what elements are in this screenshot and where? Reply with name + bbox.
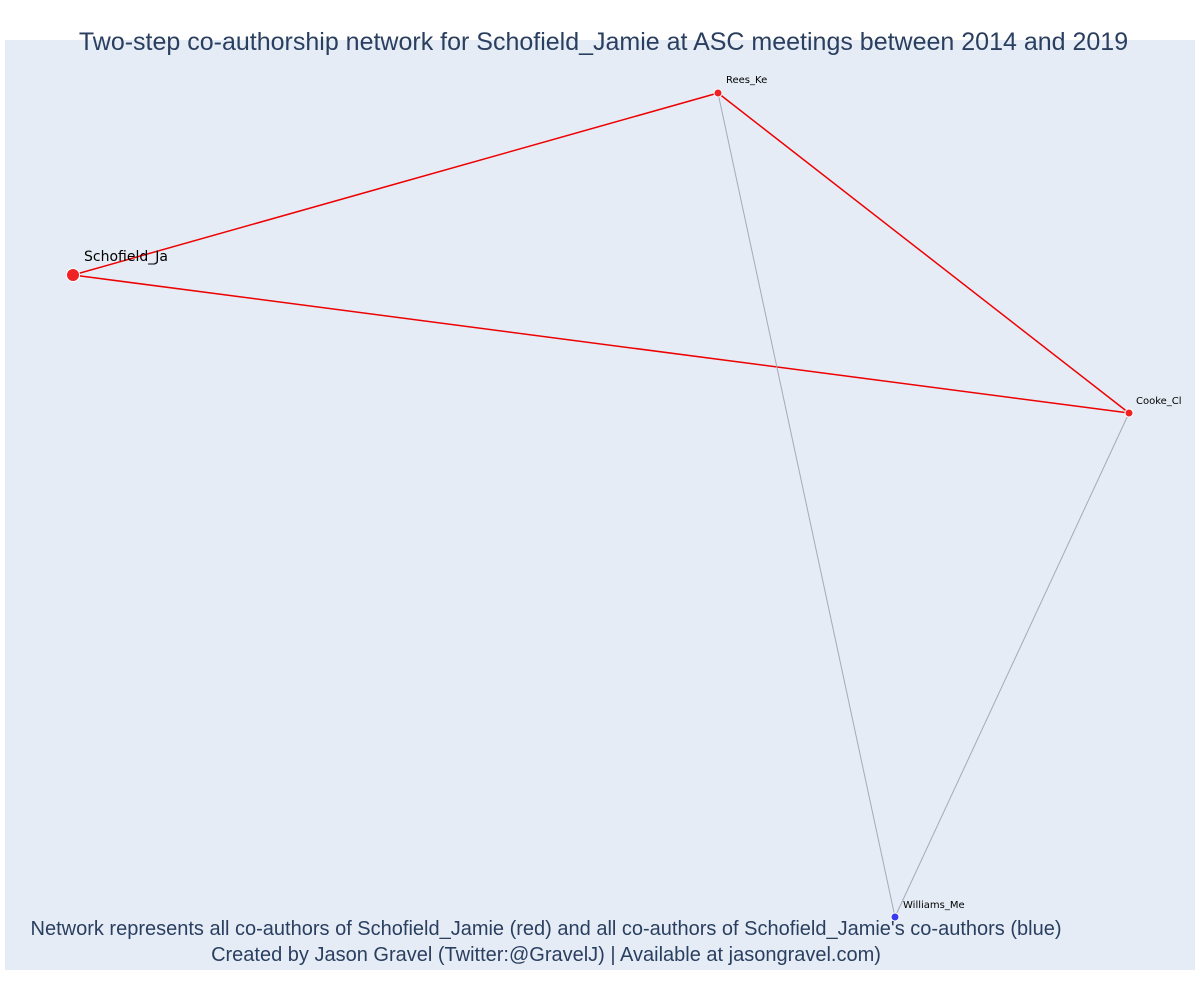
chart-title: Two-step co-authorship network for Schof… bbox=[78, 28, 1129, 56]
node-williams-me[interactable] bbox=[890, 912, 900, 922]
node-label-rees-ke: Rees_Ke bbox=[726, 75, 767, 86]
plot-area bbox=[5, 40, 1195, 970]
node-rees-ke[interactable] bbox=[713, 88, 723, 98]
caption-line-1: Network represents all co-authors of Sch… bbox=[30, 918, 1062, 940]
edge-cooke-cl-williams-me bbox=[894, 412, 1130, 918]
node-cooke-cl[interactable] bbox=[1124, 408, 1134, 418]
node-label-schofield-ja: Schofield_Ja bbox=[84, 249, 168, 265]
edges-layer bbox=[72, 92, 1130, 918]
edge-rees-ke-cooke-cl bbox=[717, 92, 1130, 414]
edge-rees-ke-williams-me bbox=[717, 92, 896, 918]
node-label-cooke-cl: Cooke_Cl bbox=[1136, 396, 1182, 407]
labels-layer: Schofield_Ja Rees_Ke Cooke_Cl Williams_Me bbox=[84, 75, 1182, 911]
node-schofield-ja[interactable] bbox=[66, 268, 80, 282]
caption-line-2: Created by Jason Gravel (Twitter:@Gravel… bbox=[211, 944, 881, 966]
edge-schofield-ja-cooke-cl bbox=[72, 274, 1130, 414]
edge-schofield-ja-rees-ke bbox=[72, 92, 719, 276]
node-label-williams-me: Williams_Me bbox=[903, 900, 965, 911]
nodes-layer bbox=[66, 88, 1134, 922]
